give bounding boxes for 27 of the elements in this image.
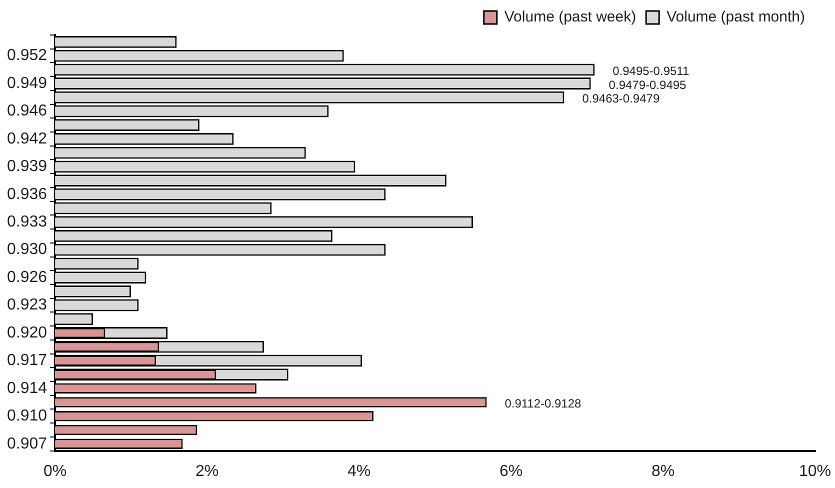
y-tick-label: 0.936 <box>6 186 48 203</box>
y-tick-label: 0.914 <box>6 380 48 397</box>
y-tick-label: 0.926 <box>6 268 48 286</box>
y-tick-label: 0.933 <box>6 214 48 231</box>
y-tick-label: 0.939 <box>6 158 48 176</box>
y-tick-label: 0.920 <box>6 324 48 342</box>
y-tick-label: 0.923 <box>6 296 48 314</box>
x-tick-label: 10% <box>798 462 832 480</box>
annotation: 0.9112-0.9128 <box>504 396 582 411</box>
legend-label: Volume (past month) <box>666 8 806 26</box>
y-tick-label: 0.952 <box>6 47 48 64</box>
y-tick-label: 0.930 <box>6 241 48 258</box>
y-tick-label: 0.946 <box>6 102 48 120</box>
annotation: 0.9463-0.9479 <box>582 92 660 106</box>
x-tick-label: 8% <box>651 462 675 480</box>
y-tick-label: 0.917 <box>6 352 48 370</box>
y-tick-label: 0.942 <box>6 130 48 148</box>
y-tick-label: 0.907 <box>6 435 48 452</box>
annotation: 0.9495-0.9511 <box>612 64 690 78</box>
y-tick-label: 0.910 <box>6 408 48 425</box>
x-tick-label: 0% <box>43 462 67 480</box>
legend-label: Volume (past week) <box>504 8 636 26</box>
x-tick-label: 6% <box>499 462 523 480</box>
x-tick-label: 4% <box>347 462 371 480</box>
y-tick-label: 0.949 <box>6 74 48 92</box>
annotation: 0.9479-0.9495 <box>608 78 687 92</box>
x-tick-label: 2% <box>195 462 219 480</box>
